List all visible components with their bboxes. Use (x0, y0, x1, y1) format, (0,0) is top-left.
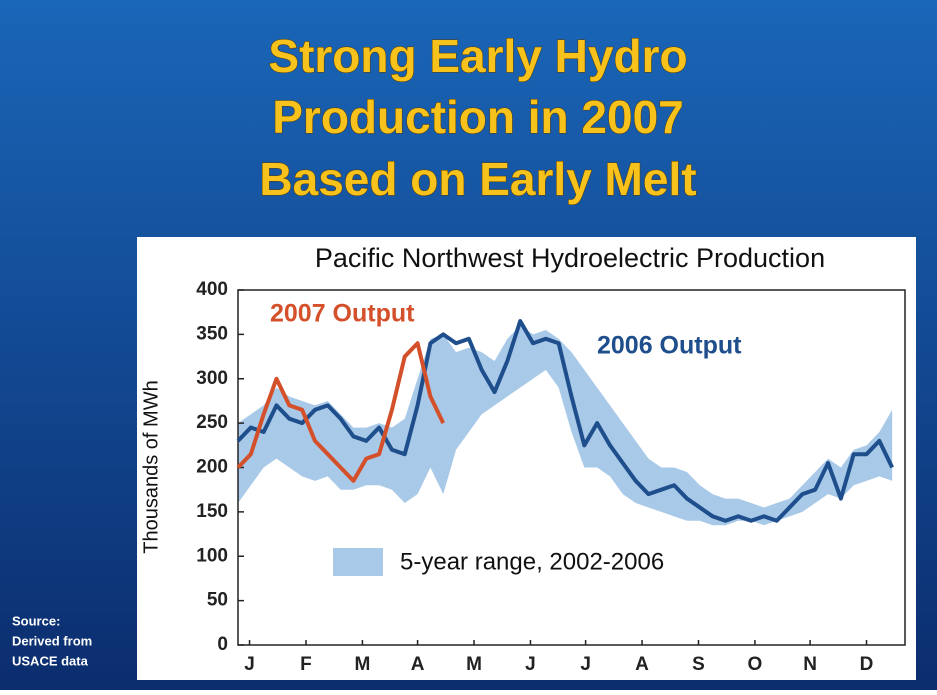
x-tick-label: M (466, 654, 482, 675)
x-tick-label: O (748, 654, 763, 675)
source-text: Derived from (12, 633, 92, 648)
y-axis-label: Thousands of MWh (140, 380, 162, 553)
slide-title: Production in 2007 (272, 91, 684, 143)
source-text: USACE data (12, 653, 89, 668)
series-line (236, 319, 894, 523)
chart-title: Pacific Northwest Hydroelectric Producti… (315, 243, 825, 273)
y-tick-label: 350 (196, 323, 228, 344)
x-tick-label: N (803, 654, 817, 675)
slide-title: Based on Early Melt (259, 153, 696, 205)
x-tick-label: A (411, 654, 425, 675)
range-band (238, 325, 893, 526)
series-label: 2006 Output (597, 332, 742, 360)
x-tick-label: A (635, 654, 649, 675)
y-tick-label: 400 (196, 279, 228, 300)
y-tick-label: 300 (196, 368, 228, 389)
x-tick-label: D (860, 654, 874, 675)
x-tick-label: S (692, 654, 705, 675)
x-tick-label: J (244, 654, 255, 675)
y-tick-label: 150 (196, 501, 228, 522)
x-tick-label: F (300, 654, 312, 675)
series-line (236, 341, 446, 483)
slide-title: Strong Early Hydro (268, 30, 687, 82)
source-text: Source: (12, 613, 60, 628)
y-tick-label: 100 (196, 545, 228, 566)
legend-label: 5-year range, 2002-2006 (400, 548, 664, 575)
y-tick-label: 250 (196, 412, 228, 433)
x-tick-label: J (580, 654, 591, 675)
y-tick-label: 0 (217, 634, 228, 655)
y-tick-label: 200 (196, 457, 228, 478)
legend-swatch (333, 548, 383, 576)
x-tick-label: M (355, 654, 371, 675)
x-tick-label: J (525, 654, 536, 675)
y-tick-label: 50 (207, 590, 228, 611)
series-label: 2007 Output (270, 300, 415, 328)
